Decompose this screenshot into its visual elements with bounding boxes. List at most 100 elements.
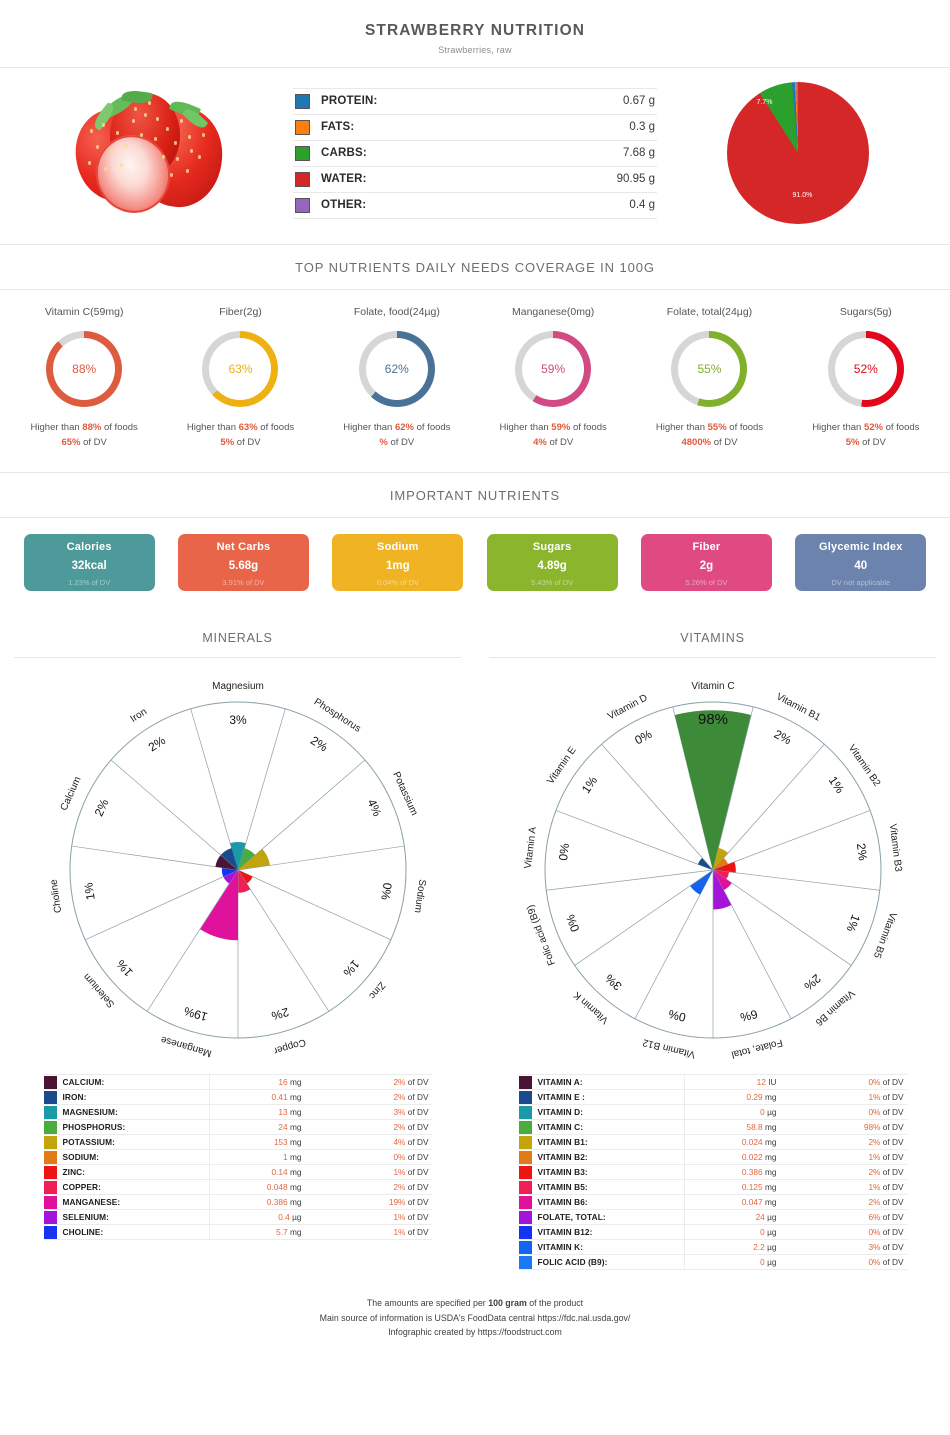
color-swatch-icon (518, 1195, 532, 1209)
wheel-wedge (229, 842, 246, 871)
color-swatch-icon (43, 1225, 57, 1239)
nutrient-name: VITAMIN A: (534, 1074, 685, 1091)
nutrient-amount: 1 mg (209, 1149, 305, 1166)
wheel-percent: 4% (364, 797, 384, 819)
seed-detail (154, 137, 157, 141)
color-swatch-icon (518, 1240, 532, 1254)
wheel-label: Choline (48, 879, 64, 915)
donut-note-percent: 59% (551, 422, 571, 433)
donut-nutrient-name: Folate, food(24µg) (353, 306, 440, 318)
important-nutrients-title: IMPORTANT NUTRIENTS (389, 488, 561, 504)
wheel-wedge (237, 849, 270, 871)
nutrient-card[interactable]: Sodium 1mg 0.04% of DV (332, 534, 464, 592)
important-nutrients-divider (0, 517, 950, 519)
nutrient-dv: 0% of DV (779, 1224, 907, 1241)
color-swatch-icon (295, 145, 310, 161)
donut-note-pre: Higher than (812, 422, 864, 433)
top-block-divider (0, 244, 950, 245)
nutrient-card-name: Sugars (532, 540, 572, 553)
wheel-spoke (237, 870, 391, 941)
donut-note-percent: 52% (863, 422, 883, 433)
donut-note-percent: 62% (394, 422, 414, 433)
wheel-spoke (600, 744, 713, 871)
nutrient-card[interactable]: Glycemic Index 40 DV not applicable (795, 534, 927, 592)
nutrient-name: SODIUM: (59, 1149, 210, 1166)
macro-swatch-cell (293, 140, 319, 166)
row-swatch-cell (518, 1119, 535, 1136)
nutrient-card[interactable]: Fiber 2g 5.26% of DV (640, 534, 772, 592)
wheel-label: Selenium (81, 971, 117, 1010)
macro-swatch-cell (293, 114, 319, 140)
wheel-label: Vitamin B12 (641, 1037, 696, 1061)
donut-dv-value: 5% (220, 436, 235, 448)
wheel-spoke (712, 707, 754, 871)
wheel-percent: 2% (91, 797, 111, 819)
wheel-percent: 2% (771, 727, 793, 748)
macro-row: PROTEIN: 0.67 g (293, 88, 657, 114)
nutrient-dv: 2% of DV (779, 1194, 907, 1211)
donut-dv-suffix: of DV (387, 436, 415, 448)
wheel-wedge (712, 848, 728, 871)
wheel-spoke (555, 810, 713, 871)
row-swatch-cell (518, 1164, 535, 1181)
macro-label: PROTEIN: (321, 95, 378, 107)
donut-percent: 52% (834, 338, 897, 400)
donut-dv-value: 4% (533, 436, 547, 448)
donut-ring: 52% (827, 331, 904, 407)
wheel-percent: 1% (578, 774, 600, 796)
macro-value: 90.95 g (616, 173, 655, 185)
wheel-label: Copper (271, 1037, 306, 1057)
donuts-divider (0, 472, 950, 474)
donut-dv-value: 65% (61, 436, 81, 448)
seed-detail (144, 113, 147, 117)
nutrient-dv: 2% of DV (304, 1074, 432, 1091)
wheel-spoke (712, 870, 851, 967)
wheel-wedge (237, 870, 250, 894)
row-swatch-cell (518, 1194, 535, 1211)
nutrient-card[interactable]: Calories 32kcal 1.23% of DV (23, 534, 155, 592)
wheel-spoke (189, 709, 238, 871)
nutrient-card-dv: DV not applicable (831, 577, 891, 587)
nutrient-card[interactable]: Net Carbs 5.68g 3.91% of DV (177, 534, 309, 592)
wheel-wedge (220, 848, 238, 871)
donut-note: Higher than 52% of foods 5% of DV (788, 421, 944, 450)
row-swatch-cell (43, 1164, 60, 1181)
wheel-spoke (237, 760, 365, 871)
row-swatch-cell (518, 1089, 535, 1106)
nutrient-amount: 58.8 mg (684, 1119, 780, 1136)
color-swatch-icon (43, 1090, 57, 1104)
nutrient-amount: 0.022 mg (684, 1149, 780, 1166)
row-swatch-cell (518, 1134, 535, 1151)
nutrient-card-name: Fiber (692, 540, 721, 553)
seed-detail (156, 117, 159, 121)
nutrient-name: COPPER: (59, 1179, 210, 1196)
nutrient-name: VITAMIN B5: (534, 1179, 685, 1196)
seed-detail (148, 101, 151, 105)
macro-value: 0.4 g (629, 199, 655, 211)
wheel-percent: 0% (666, 1007, 687, 1025)
color-swatch-icon (518, 1165, 532, 1179)
wheel-label: Calcium (58, 775, 83, 812)
vitamins-polar-chart: Vitamin C98% Vitamin B12%Vitamin B21%Vita… (522, 681, 903, 1061)
row-swatch-cell (518, 1104, 535, 1121)
table-row: FOLIC ACID (B9): 0 µg 0% of DV (518, 1254, 907, 1271)
donut-percent: 59% (522, 338, 585, 400)
wheel-wedge (674, 710, 751, 871)
macronutrient-legend: PROTEIN: 0.67 g FATS: 0.3 g CARBS: 7.68 g WATE… (275, 88, 675, 219)
row-swatch-cell (518, 1179, 535, 1196)
donut-note: Higher than 62% of foods% of DV (319, 421, 475, 450)
nutrient-card-value: 40 (854, 559, 868, 572)
footer-line-3: Infographic created by https://foodstruc… (388, 1327, 562, 1338)
nutrient-dv: 1% of DV (779, 1089, 907, 1106)
nutrient-name: VITAMIN B3: (534, 1164, 685, 1181)
macro-value: 0.67 g (623, 95, 655, 107)
macro-label: CARBS: (321, 147, 367, 159)
seed-detail (102, 123, 105, 127)
footer-line-1: The amounts are specified per 100 gram o… (0, 1296, 950, 1311)
donut-note-percent: 63% (238, 422, 258, 433)
wheel-percent: 0% (378, 882, 394, 901)
nutrient-amount: 24 µg (684, 1209, 780, 1226)
nutrient-dv: 1% of DV (779, 1179, 907, 1196)
nutrient-card[interactable]: Sugars 4.89g 5.43% of DV (486, 534, 618, 592)
nutrient-dv: 1% of DV (304, 1164, 432, 1181)
